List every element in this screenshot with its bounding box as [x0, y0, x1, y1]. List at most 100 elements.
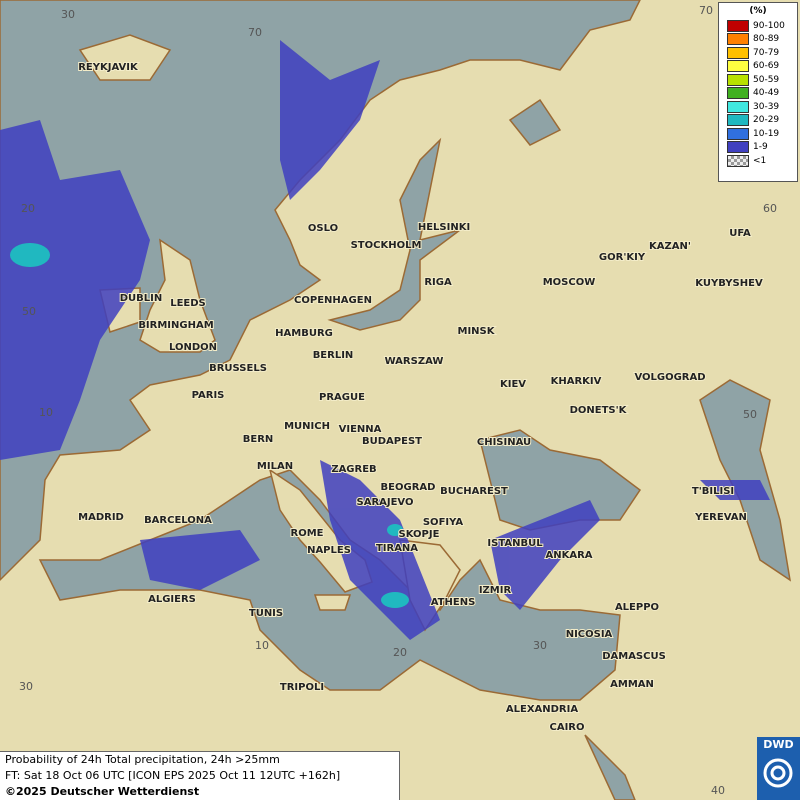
city-label: BIRMINGHAM — [138, 320, 213, 331]
city-label: CHISINAU — [477, 437, 531, 448]
city-label: T'BILISI — [692, 486, 734, 497]
legend-swatch — [727, 141, 749, 154]
white-sea — [508, 98, 562, 146]
logo-icon — [763, 758, 793, 788]
grid-label: 60 — [763, 202, 777, 215]
grid-label: 70 — [699, 4, 713, 17]
legend-label: 90-100 — [753, 20, 785, 31]
city-label: LONDON — [169, 342, 217, 353]
city-label: COPENHAGEN — [294, 295, 372, 306]
precip-area — [140, 530, 260, 590]
mediterranean — [38, 469, 621, 701]
city-label: BEOGRAD — [381, 482, 436, 493]
city-label: AMMAN — [610, 679, 654, 690]
city-label: KAZAN' — [649, 241, 691, 252]
precip-area — [320, 460, 440, 640]
city-label: TUNIS — [249, 608, 283, 619]
grid-label: 30 — [533, 639, 547, 652]
city-label: ZAGREB — [331, 464, 376, 475]
grid-label: 70 — [248, 26, 262, 39]
city-label: KHARKIV — [551, 376, 602, 387]
britain — [139, 238, 216, 353]
city-label: BUCHAREST — [440, 486, 508, 497]
legend-item: 1-9 — [719, 141, 797, 155]
grid-label: 10 — [255, 639, 269, 652]
legend-swatch — [727, 127, 749, 140]
legend-item: 10-19 — [719, 127, 797, 141]
legend-item: 30-39 — [719, 100, 797, 114]
city-label: DUBLIN — [120, 293, 163, 304]
precip-area — [490, 500, 600, 610]
city-label: MILAN — [257, 461, 293, 472]
footer: Probability of 24h Total precipitation, … — [0, 751, 400, 800]
city-label: ISTANBUL — [487, 538, 543, 549]
legend-swatch — [727, 19, 749, 32]
legend-item: 20-29 — [719, 114, 797, 128]
city-label: DAMASCUS — [602, 651, 666, 662]
city-label: IZMIR — [479, 585, 512, 596]
legend-label: 80-89 — [753, 34, 780, 45]
city-label: GOR'KIY — [599, 252, 646, 263]
city-label: OSLO — [308, 223, 338, 234]
logo: DWD — [757, 737, 800, 800]
city-label: MINSK — [458, 326, 496, 337]
sicily — [313, 594, 352, 611]
legend-swatch — [727, 154, 749, 167]
legend-swatch — [727, 100, 749, 113]
precip-area — [387, 524, 403, 536]
logo-text: DWD — [763, 738, 794, 751]
precip-area — [381, 592, 409, 608]
legend-title: (%) — [749, 6, 767, 16]
city-label: BERN — [243, 434, 274, 445]
city-label: ROME — [291, 528, 324, 539]
legend-label: 30-39 — [753, 101, 780, 112]
city-label: NICOSIA — [566, 629, 613, 640]
legend-item: 50-59 — [719, 73, 797, 87]
legend-swatch — [727, 114, 749, 127]
legend-swatch — [727, 73, 749, 86]
city-label: CAIRO — [550, 722, 585, 733]
legend-item: 70-79 — [719, 46, 797, 60]
precipitation — [0, 40, 770, 640]
red-sea — [584, 734, 636, 800]
legend-swatch — [727, 46, 749, 59]
legend-swatch — [727, 33, 749, 46]
footer-line: FT: Sat 18 Oct 06 UTC [ICON EPS 2025 Oct… — [5, 769, 341, 782]
grid-label: 40 — [711, 784, 725, 797]
grid-label: 10 — [39, 406, 53, 419]
precip-area — [700, 480, 770, 500]
city-label: MOSCOW — [543, 277, 596, 288]
legend-swatch — [727, 60, 749, 73]
city-label: BUDAPEST — [362, 436, 422, 447]
grid-label: 30 — [19, 680, 33, 693]
city-label: YEREVAN — [694, 512, 747, 523]
city-label: VOLGOGRAD — [634, 372, 705, 383]
city-label: SOFIYA — [423, 517, 464, 528]
city-label: KIEV — [500, 379, 526, 390]
grid-label: 50 — [743, 408, 757, 421]
city-label: SKOPJE — [399, 529, 440, 540]
legend-item: 60-69 — [719, 60, 797, 74]
city-label: BARCELONA — [144, 515, 212, 526]
legend-label: <1 — [753, 155, 767, 166]
city-label: BERLIN — [313, 350, 354, 361]
city-label: VIENNA — [339, 424, 382, 435]
legend-item: 80-89 — [719, 33, 797, 47]
legend-label: 1-9 — [753, 142, 768, 153]
legend-label: 60-69 — [753, 61, 780, 72]
city-label: LEEDS — [170, 298, 206, 309]
city-label: SARAJEVO — [357, 497, 414, 508]
legend-item: <1 — [719, 154, 797, 168]
grid-label: 30 — [61, 8, 75, 21]
city-label: STOCKHOLM — [351, 240, 422, 251]
city-label: MUNICH — [284, 421, 330, 432]
city-label: ATHENS — [431, 597, 476, 608]
city-label: HELSINKI — [418, 222, 470, 233]
footer-line: Probability of 24h Total precipitation, … — [5, 753, 280, 766]
city-label: ALEPPO — [615, 602, 659, 613]
grid-label: 20 — [393, 646, 407, 659]
city-label: TIRANA — [376, 543, 418, 554]
city-label: MADRID — [78, 512, 124, 523]
legend: (%) 90-100 80-89 70-79 60-69 50-59 40-49 30-39 2… — [718, 2, 798, 182]
